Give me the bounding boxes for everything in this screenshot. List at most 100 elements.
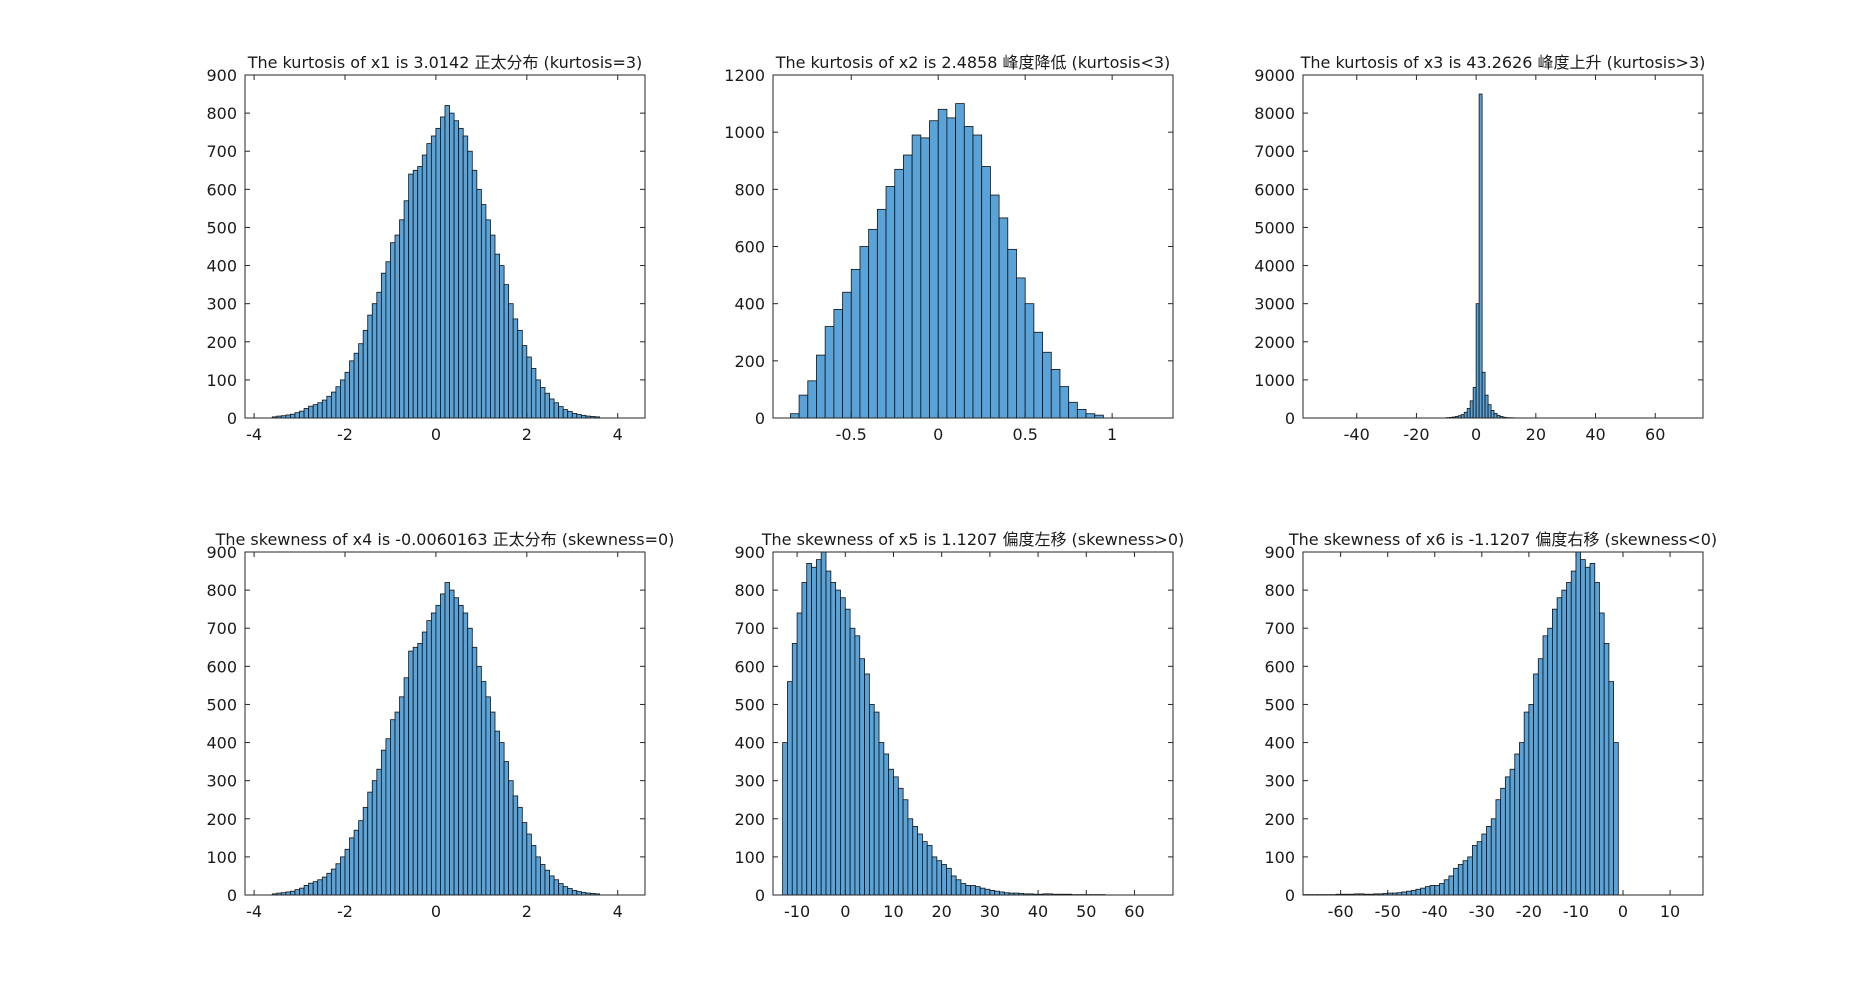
histogram-bar xyxy=(1059,386,1070,419)
histogram-bar xyxy=(462,612,469,896)
histogram-bar xyxy=(508,303,514,419)
histogram-bar xyxy=(553,402,560,419)
y-tick-label: 200 xyxy=(734,810,765,829)
histogram-bar xyxy=(471,646,478,896)
histogram-bar xyxy=(1424,886,1431,896)
histogram-bar xyxy=(1570,570,1577,896)
y-tick-label: 800 xyxy=(206,581,237,600)
histogram-bar xyxy=(335,386,341,419)
histogram-bar xyxy=(1556,597,1563,896)
x-tick-label: 10 xyxy=(1660,902,1680,921)
histogram-bar xyxy=(917,833,923,896)
histogram-bar xyxy=(521,345,528,419)
bars xyxy=(782,551,1106,896)
histogram-bar xyxy=(868,704,875,896)
histogram-bar xyxy=(499,265,505,419)
histogram-bar xyxy=(317,879,323,896)
histogram-bar xyxy=(530,845,537,896)
y-tick-label: 700 xyxy=(1264,619,1295,638)
histogram-bar xyxy=(499,742,505,896)
histogram-bar xyxy=(326,395,332,419)
histogram-bar xyxy=(888,768,894,896)
histogram-bar xyxy=(1481,833,1487,896)
histogram-bar xyxy=(922,841,928,896)
histogram-bar xyxy=(926,845,933,896)
histogram-bar xyxy=(526,833,532,896)
histogram-bar xyxy=(562,886,569,896)
bars xyxy=(1302,551,1619,896)
subplot-4-skewness-x4: The skewness of x4 is -0.0060163 正太分布 (s… xyxy=(206,530,674,921)
histogram-bar xyxy=(558,406,564,419)
histogram-bar xyxy=(972,134,983,419)
histogram-bar xyxy=(1415,888,1422,896)
y-tick-label: 900 xyxy=(734,543,765,562)
y-tick-label: 500 xyxy=(206,218,237,237)
histogram-bar xyxy=(894,168,904,419)
x-tick-label: 40 xyxy=(1028,902,1048,921)
histogram-bar xyxy=(549,875,555,896)
histogram-bar xyxy=(444,105,450,419)
histogram-bar xyxy=(462,135,469,419)
y-tick-label: 500 xyxy=(1264,695,1295,714)
histogram-bar xyxy=(842,291,852,419)
histogram-bar xyxy=(1050,369,1061,419)
histogram-bar xyxy=(798,394,809,419)
histogram-bar xyxy=(878,742,885,896)
histogram-bar xyxy=(394,234,400,419)
axes-box xyxy=(772,551,1174,896)
histogram-bar xyxy=(825,570,832,896)
x-tick-label: 0 xyxy=(840,902,850,921)
y-tick-label: 400 xyxy=(206,257,237,276)
histogram-bar xyxy=(1420,887,1426,896)
histogram-bar xyxy=(1589,563,1596,896)
y-tick-label: 5000 xyxy=(1254,218,1295,237)
x-tick-label: -30 xyxy=(1469,902,1495,921)
histogram-bar xyxy=(1584,566,1591,896)
y-tick-label: 1200 xyxy=(724,66,765,85)
histogram-bar xyxy=(408,650,414,896)
histogram-bar xyxy=(349,360,355,419)
histogram-bar xyxy=(1434,885,1440,896)
histogram-bar xyxy=(458,604,464,896)
histogram-bar xyxy=(326,872,332,896)
histogram-bar xyxy=(816,354,826,419)
x-tick-label: 2 xyxy=(522,425,532,444)
histogram-bar xyxy=(344,371,350,419)
histogram-bar xyxy=(430,135,437,419)
histogram-bar xyxy=(330,868,337,896)
histogram-bar xyxy=(1542,635,1549,896)
histogram-bar xyxy=(412,169,419,419)
histogram-bar xyxy=(380,272,387,419)
histogram-bar xyxy=(517,329,523,419)
histogram-bar xyxy=(1033,331,1043,419)
histogram-bar xyxy=(290,413,296,419)
y-tick-label: 100 xyxy=(1264,848,1295,867)
histogram-bar xyxy=(963,126,974,419)
subplot-6-title: The skewness of x6 is -1.1207 偏度右移 (skew… xyxy=(1288,530,1717,549)
histogram-bar xyxy=(335,863,341,896)
histogram-bar xyxy=(367,791,373,896)
y-tick-label: 0 xyxy=(1285,409,1295,428)
histogram-bar xyxy=(494,730,500,896)
histogram-bar xyxy=(970,885,976,896)
histogram-bar xyxy=(485,219,491,419)
subplot-3-title: The kurtosis of x3 is 43.2626 峰度上升 (kurt… xyxy=(1300,53,1706,72)
x-tick-label: -60 xyxy=(1328,902,1354,921)
histogram-bar xyxy=(490,711,496,896)
y-tick-label: 200 xyxy=(206,333,237,352)
histogram-bar xyxy=(946,117,957,419)
histogram-bar xyxy=(471,169,478,419)
x-tick-label: -4 xyxy=(246,425,262,444)
histogram-bar xyxy=(1603,643,1610,896)
histogram-bar xyxy=(303,885,310,896)
histogram-bar xyxy=(576,891,582,896)
histogram-bar xyxy=(1076,409,1087,419)
y-tick-label: 400 xyxy=(206,734,237,753)
histogram-bar xyxy=(1490,409,1495,419)
histogram-bar xyxy=(824,326,835,419)
histogram-bar xyxy=(317,402,323,419)
histogram-bar xyxy=(920,137,930,419)
histogram-bar xyxy=(960,883,967,896)
histogram-bar xyxy=(1448,875,1454,896)
x-tick-label: -10 xyxy=(1563,902,1589,921)
